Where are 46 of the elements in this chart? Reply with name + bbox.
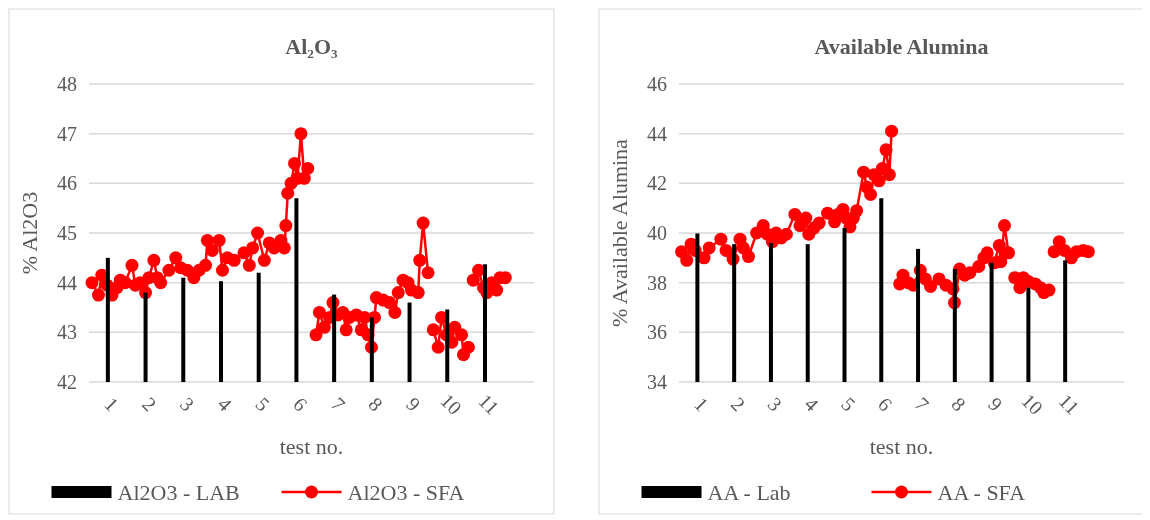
x-tick-label: 5: [251, 392, 275, 416]
x-tick-label: 1: [100, 392, 124, 416]
y-tick-label: 40: [647, 222, 667, 244]
x-tick-label: 1: [690, 392, 713, 416]
x-tick-label: 8: [364, 392, 388, 416]
y-tick-label: 38: [647, 271, 667, 294]
y-tick-label: 44: [57, 271, 77, 294]
chart-title: Al₂O₃: [285, 34, 339, 59]
y-tick-label: 34: [647, 371, 667, 393]
legend-label: Al2O3 - LAB: [117, 479, 240, 505]
x-tick-label: 10: [1017, 389, 1048, 419]
y-tick-label: 44: [647, 122, 667, 145]
y-tick-label: 46: [647, 73, 667, 95]
x-tick-label: 10: [436, 389, 467, 419]
x-tick-label: 2: [138, 392, 161, 416]
chart-title: Available Alumina: [814, 34, 989, 59]
legend-label: Al2O3 - SFA: [347, 479, 465, 505]
x-tick-label: 4: [213, 392, 237, 416]
x-tick-label: 5: [837, 392, 860, 416]
y-tick-label: 47: [57, 122, 77, 145]
x-tick-label: 11: [474, 389, 504, 419]
x-tick-label: 9: [402, 392, 425, 416]
x-tick-label: 2: [726, 392, 750, 416]
y-tick-label: 48: [57, 73, 77, 95]
legend-label: AA - Lab: [707, 479, 791, 505]
x-tick-label: 6: [289, 392, 312, 416]
x-tick-label: 3: [763, 392, 787, 416]
x-tick-label: 8: [947, 392, 971, 416]
y-tick-label: 42: [57, 371, 77, 393]
x-tick-label: 4: [800, 392, 824, 416]
y-tick-label: 45: [57, 222, 77, 244]
x-tick-label: 9: [984, 392, 1007, 416]
x-tick-label: 6: [873, 392, 897, 416]
x-tick-label: 7: [910, 392, 934, 416]
y-tick-label: 43: [57, 321, 77, 344]
legend-label: AA - SFA: [937, 479, 1026, 505]
x-axis-title: test no.: [869, 434, 934, 459]
x-tick-label: 3: [175, 392, 199, 416]
y-tick-label: 46: [57, 172, 77, 195]
y-tick-label: 36: [647, 321, 667, 344]
y-axis-title: % Al2O3: [17, 191, 42, 275]
y-tick-label: 42: [647, 172, 667, 195]
y-axis-title: % Available Alumina: [607, 138, 632, 327]
x-tick-label: 7: [326, 392, 350, 416]
x-axis-title: test no.: [279, 434, 344, 459]
x-tick-label: 11: [1054, 389, 1084, 419]
